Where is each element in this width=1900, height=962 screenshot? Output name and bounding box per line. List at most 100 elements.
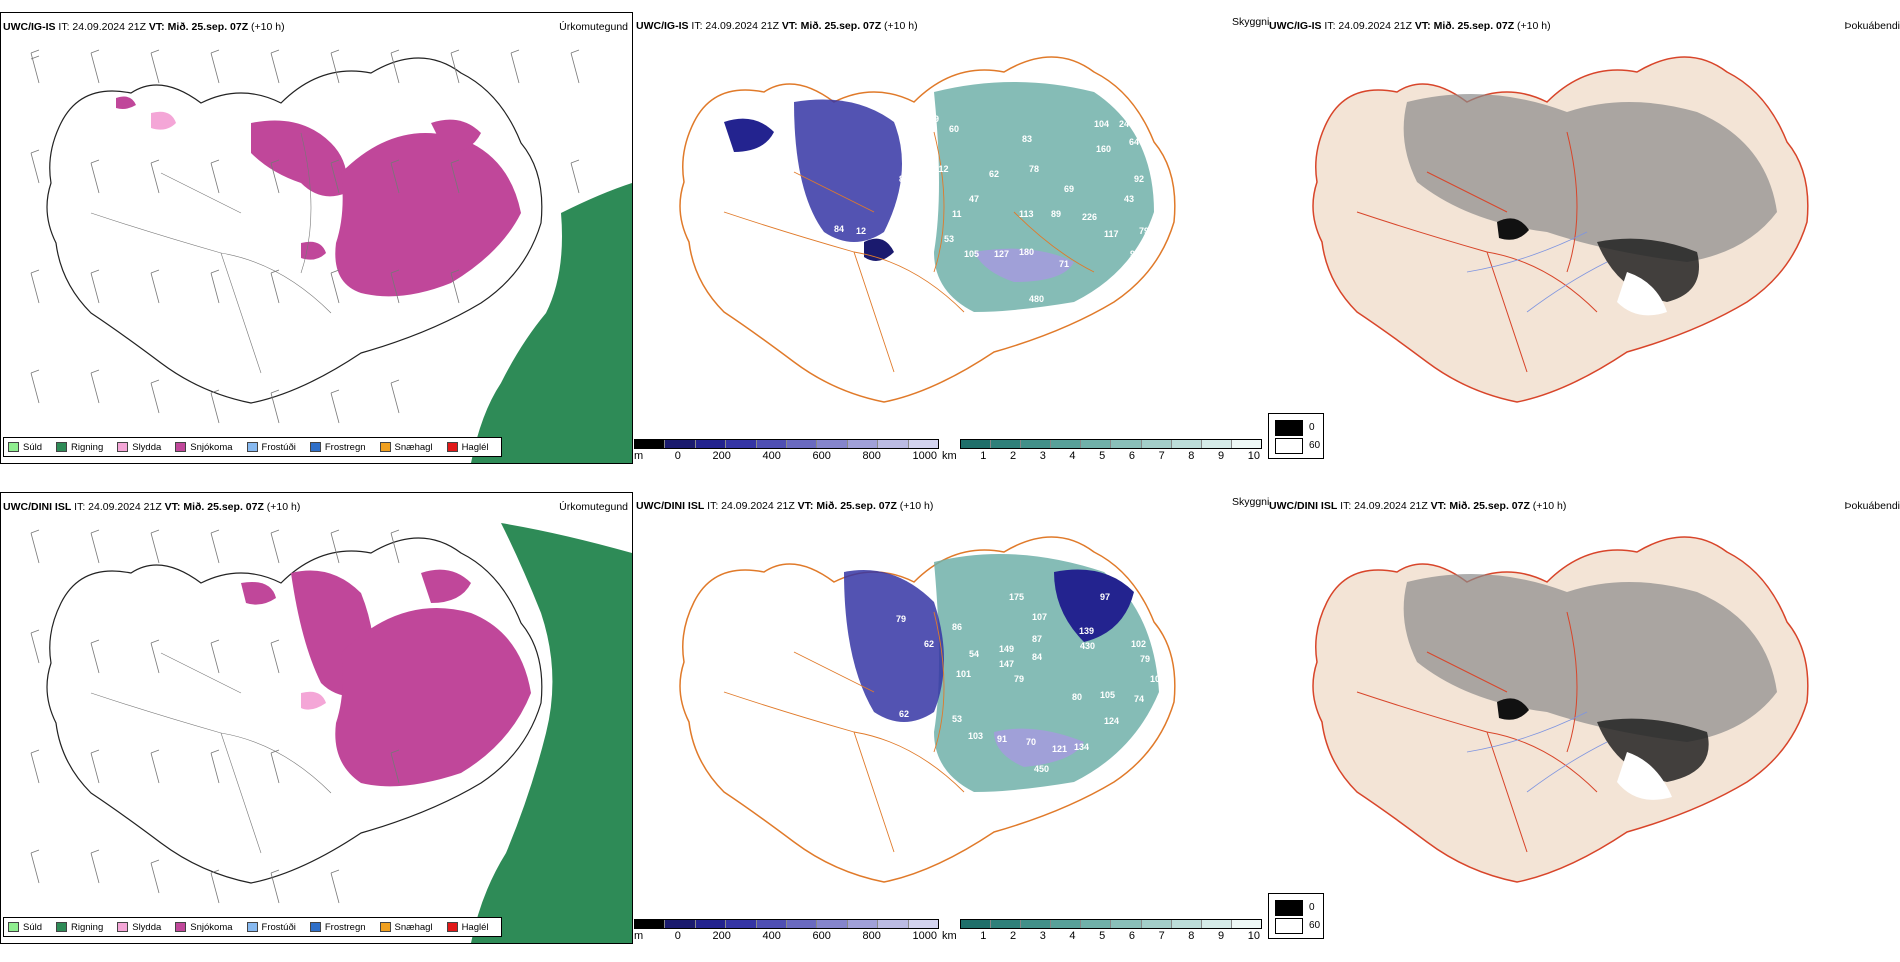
rain-area (471, 183, 632, 463)
legend-item: Snjókoma (175, 442, 233, 453)
visibility-m-colorbar (634, 919, 939, 929)
vis-label: 86 (952, 622, 962, 632)
vis-label: 62 (899, 709, 909, 719)
road-network (90, 132, 332, 374)
init-time: IT: 24.09.2024 21Z (58, 21, 146, 33)
vis-label: 105 (964, 249, 979, 259)
panel-title-visibility: Skyggni (1232, 16, 1270, 28)
panel-title-precip: Úrkomutegund (559, 21, 628, 33)
vis-label: 82 (894, 222, 904, 232)
vis-label: 79 (896, 614, 906, 624)
legend-item: Súld (8, 922, 42, 933)
visibility-km-ticks: km 1 2 3 4 5 6 7 8 9 10 (942, 450, 1260, 462)
vis-label: 180 (1019, 247, 1034, 257)
vis-label: 78 (1029, 164, 1039, 174)
fog-scale-dark (1275, 900, 1303, 916)
legend-item: Snæhagl (379, 442, 433, 453)
lead-time: (+10 h) (266, 501, 301, 513)
fog-shading (1597, 238, 1699, 302)
visibility-m-area (1054, 569, 1134, 642)
precip-type-panel-row1: UWC/IG-IS IT: 24.09.2024 21Z VT: Mið. 25… (0, 12, 633, 464)
vis-label: 105 (1100, 690, 1115, 700)
vis-label: 112 (934, 164, 949, 174)
panel-header: UWC/DINI ISL IT: 24.09.2024 21Z VT: Mið.… (1269, 500, 1566, 512)
lead-time: (+10 h) (884, 20, 918, 32)
fog-shading (1597, 718, 1709, 782)
visibility-m-area (994, 728, 1084, 767)
snow-area (241, 582, 276, 605)
vis-label: 160 (1096, 144, 1111, 154)
valid-time: VT: Mið. 25.sep. 07Z (1414, 20, 1515, 32)
visibility-m-ticks: m 0 200 400 600 800 1000 (634, 930, 937, 942)
vis-label: 147 (999, 659, 1014, 669)
rain-area (471, 523, 632, 943)
lead-time: (+10 h) (1517, 20, 1551, 32)
vis-label: 98 (1130, 249, 1140, 259)
init-time: IT: 24.09.2024 21Z (1324, 20, 1412, 32)
fog-index-map (1312, 56, 1809, 403)
vis-label: 127 (994, 249, 1009, 259)
visibility-km-colorbar (960, 439, 1262, 449)
snow-area (431, 119, 481, 153)
vis-label: 102 (1131, 639, 1146, 649)
legend-item: Slydda (117, 442, 161, 453)
fog-scale-legend: 0 60 (1268, 413, 1324, 459)
vis-label: 107 (1032, 612, 1047, 622)
legend-item: Rigning (56, 442, 103, 453)
legend-item: Snæhagl (379, 922, 433, 933)
legend-item: Frostúði (246, 922, 296, 933)
visibility-m-area (794, 99, 902, 242)
vis-label: 117 (1104, 229, 1119, 239)
unit-label: m (634, 450, 644, 462)
vis-label: 175 (1009, 592, 1024, 602)
vis-label: 62 (849, 272, 859, 282)
lead-time: (+10 h) (251, 21, 285, 33)
legend-item: Snjókoma (175, 922, 233, 933)
vis-label: 139 (1079, 626, 1094, 636)
visibility-km-ticks: km 1 2 3 4 5 6 7 8 9 10 (942, 930, 1260, 942)
visibility-map: 53 62 70 116 79 86 62 54 101 149 147 79 … (679, 536, 1176, 883)
fog-shading (1403, 94, 1777, 262)
unit-label: km (942, 450, 957, 462)
legend-item: Haglél (446, 442, 489, 453)
valid-time: VT: Mið. 25.sep. 07Z (797, 500, 897, 512)
fog-shading (1617, 752, 1672, 800)
fog-panel-row2: UWC/DINI ISL IT: 24.09.2024 21Z VT: Mið.… (1267, 492, 1900, 962)
model-name: UWC/DINI ISL (3, 501, 72, 513)
vis-label: 97 (1100, 592, 1110, 602)
vis-label: 84 (834, 224, 844, 234)
panel-header: UWC/IG-IS IT: 24.09.2024 21Z VT: Mið. 25… (1269, 20, 1551, 32)
vis-label: 430 (1080, 641, 1095, 651)
lead-time: (+10 h) (1532, 500, 1567, 512)
fog-shading (1403, 574, 1777, 742)
legend-item: Rigning (56, 922, 103, 933)
fog-scale-max: 60 (1309, 440, 1321, 451)
precip-legend: Súld Rigning Slydda Snjókoma Frostúði Fr… (3, 437, 502, 457)
visibility-m-ticks: m 0 200 400 600 800 1000 (634, 450, 937, 462)
vis-label: 226 (1082, 212, 1097, 222)
vis-label: 70 (834, 704, 844, 714)
road-network (90, 652, 332, 854)
panel-title-precip: Úrkomutegund (559, 501, 628, 513)
model-name: UWC/IG-IS (1269, 20, 1322, 32)
precip-type-map (30, 523, 632, 943)
vis-label: 54 (969, 649, 979, 659)
fog-scale-light (1275, 918, 1303, 934)
fog-index-map (1312, 536, 1809, 883)
legend-item: Frostúði (246, 442, 296, 453)
vis-label: 87 (899, 174, 909, 184)
visibility-m-area (724, 118, 774, 152)
fog-scale-max: 60 (1309, 920, 1321, 931)
fog-scale-light (1275, 438, 1303, 454)
legend-item: Frostregn (309, 442, 366, 453)
vis-label: 53 (952, 714, 962, 724)
road-network (723, 611, 965, 853)
vis-label: 56 (874, 264, 884, 274)
lead-time: (+10 h) (899, 500, 934, 512)
visibility-km-colorbar (960, 919, 1262, 929)
vis-label: 134 (1074, 742, 1089, 752)
rivers (1466, 711, 1608, 793)
vis-label: 83 (1022, 134, 1032, 144)
vis-label: 92 (1134, 174, 1144, 184)
visibility-panel-row1: 53 82 66 56 62 84 12 78 87 112 47 62 60 … (634, 12, 1270, 482)
